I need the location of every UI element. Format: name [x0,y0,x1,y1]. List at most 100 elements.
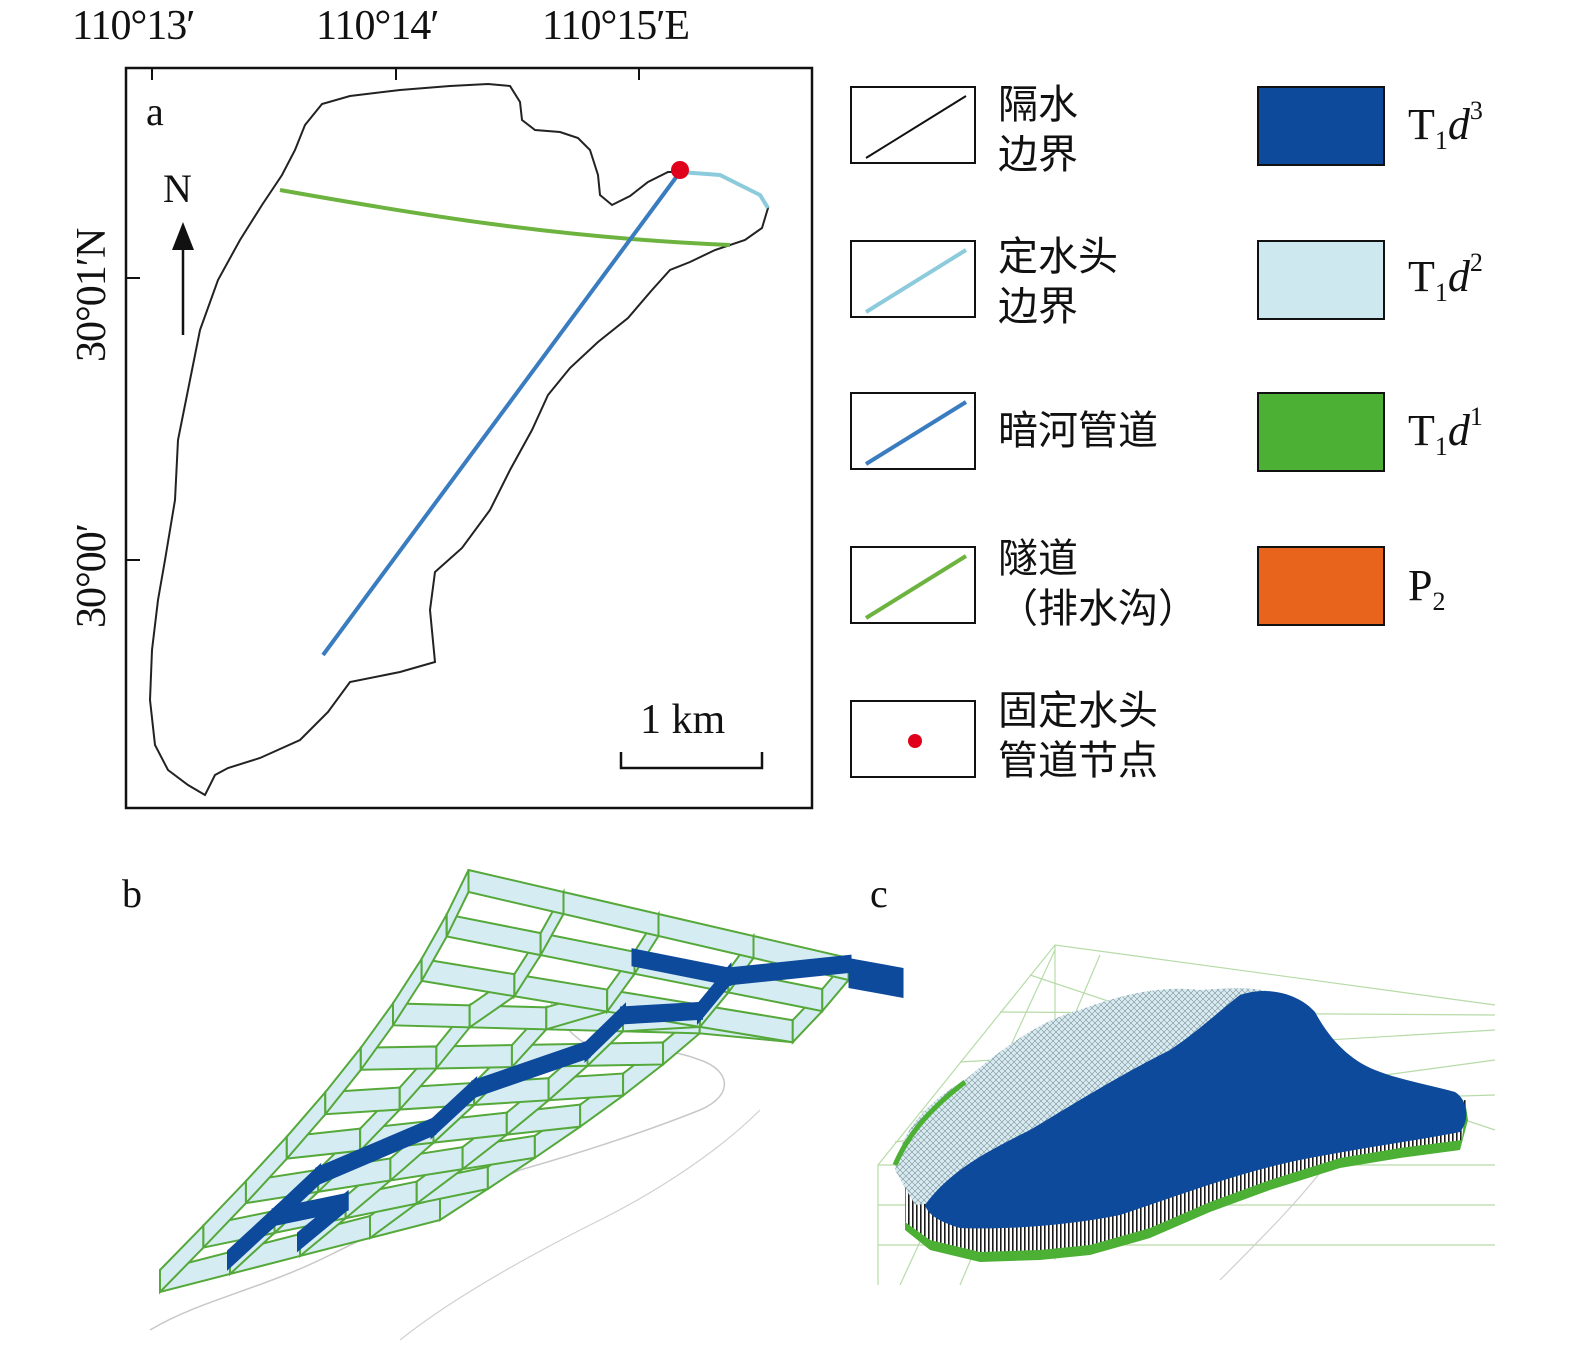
grid-wall-cross [369,1196,441,1240]
scale-label: 1 km [640,697,726,743]
grid-wall-along [486,1133,536,1191]
grid-wall-along [539,888,565,959]
top-tick-label-3: 110°15′E [542,3,690,49]
grid-wall-along [344,1156,392,1221]
map-panel-a: 110°13′ 110°14′ 110°15′E 30°01′N 30°00′ … [0,0,830,830]
model-top-t1d2 [895,988,1300,1205]
grid-conduit-segment [271,1162,322,1230]
swatch-t1d3 [1257,86,1385,166]
grid-wall-cross [420,957,516,998]
grid-wall-cross [159,1250,231,1294]
grid-wall-along [324,1044,362,1118]
grid-conduit-segment [696,962,732,1026]
model-base-t1d1 [905,1100,1468,1262]
map-svg [124,66,814,810]
scale-bar [619,752,764,770]
grid-wall-along [389,1118,435,1183]
panel-b-letter: b [122,871,142,916]
grid-wall-along [633,910,660,978]
grid-wall-along [359,1000,395,1073]
legend-item-tunnel [850,546,976,624]
grid-wall-along [435,1002,471,1072]
grid-wall-along [299,1194,347,1259]
grid-wall-cross [461,1134,536,1171]
north-arrow-head [172,222,194,250]
grid-wall-along [622,1040,665,1098]
grid-wall-along [821,955,850,1014]
label-p2: P2 [1408,561,1446,616]
grid-wall-cross [273,1194,347,1235]
swatch-p2 [1257,546,1385,626]
red-dot-icon [908,734,922,748]
grid-wall-cross [389,1145,464,1182]
grid-conduit-segment [725,954,852,986]
legend-label-conduit: 暗河管道 [998,408,1158,454]
grid-wall-cross [586,1041,665,1067]
grid-wall-along [392,955,423,1029]
legend-label-constant-head: 定水头 边界 [998,234,1118,330]
grid-wall-along [473,1042,513,1108]
grid-wall-along [369,1179,418,1240]
grid-wall-along [727,932,755,996]
grid-wall-cross [398,1081,476,1111]
grid-conduit-segment [227,1204,278,1271]
legend-item-constant-head [850,240,976,318]
grid-wall-cross [752,934,850,982]
grid-wall-along [545,988,609,1031]
label-t1d2: T1d2 [1408,248,1483,307]
grid-wall-along [420,910,448,985]
swatch-t1d1 [1257,392,1385,472]
grid-wall-along [662,1009,701,1067]
grid-wall-along [398,1043,438,1113]
grid-conduit-segment [620,1001,703,1025]
grid-wall-along [159,1223,205,1295]
top-tick-label-1: 110°13′ [72,3,195,49]
grid-wall-cross [445,913,542,957]
terrain-outline-c [1219,1124,1411,1281]
grid-wall-cross [467,868,565,916]
grid-wall-cross [285,1127,362,1160]
grid-wall-cross [510,1042,589,1069]
grid-wall-cross [539,931,636,975]
tunnel-drain-line [279,188,731,247]
grid-wall-cross [299,1214,371,1258]
legend-item-impermeable [850,86,976,164]
underground-conduit-line [321,170,682,657]
top-tick-label-2: 110°14′ [316,3,439,49]
model-box-lines [877,944,1496,1286]
legend-item-conduit [850,392,976,470]
grid-wall-along [273,1167,320,1236]
grid-wall-along [533,1102,582,1160]
green-line-icon [864,554,968,620]
grid-wall-along [698,1010,794,1044]
grid-wall-along [432,1080,476,1145]
grid-conduit-segment [297,1189,349,1253]
grid-wall-along [359,1085,401,1154]
grid-wall-cross [505,1103,582,1136]
terrain-outline-b2 [399,1109,761,1341]
grid-wall-along [505,1076,550,1137]
grid-wall-cross [415,1165,489,1205]
grid-wall-along [229,1208,276,1277]
legend-label-fixed-node: 固定水头 管道节点 [998,688,1158,784]
grid-conduit-segment [271,1192,349,1227]
legend-label-impermeable: 隔水 边界 [998,82,1078,178]
grid-wall-cross [657,912,755,960]
model-side-wall [905,1100,1466,1252]
grid-wall-cross [359,1045,438,1071]
legend-item-fixed-node [850,700,976,778]
grid-conduit-outlet [848,958,904,998]
grid-wall-along [285,1089,327,1162]
legend-label-tunnel: 隧道 （排水沟） [998,536,1198,632]
left-tick-label-2: 30°00′ [69,524,115,628]
grid-wall-along [513,929,542,1000]
panel-c-letter: c [870,871,888,916]
grid-wall-cross [244,1168,320,1205]
grid-wall-along [244,1134,288,1206]
grid-wall-cross [229,1232,301,1276]
label-t1d1: T1d1 [1408,402,1483,461]
fixed-head-node [671,161,689,179]
grid-conduit-segment [584,1002,627,1063]
model-green-edge [892,1080,967,1166]
grid-wall-along [461,1110,508,1172]
